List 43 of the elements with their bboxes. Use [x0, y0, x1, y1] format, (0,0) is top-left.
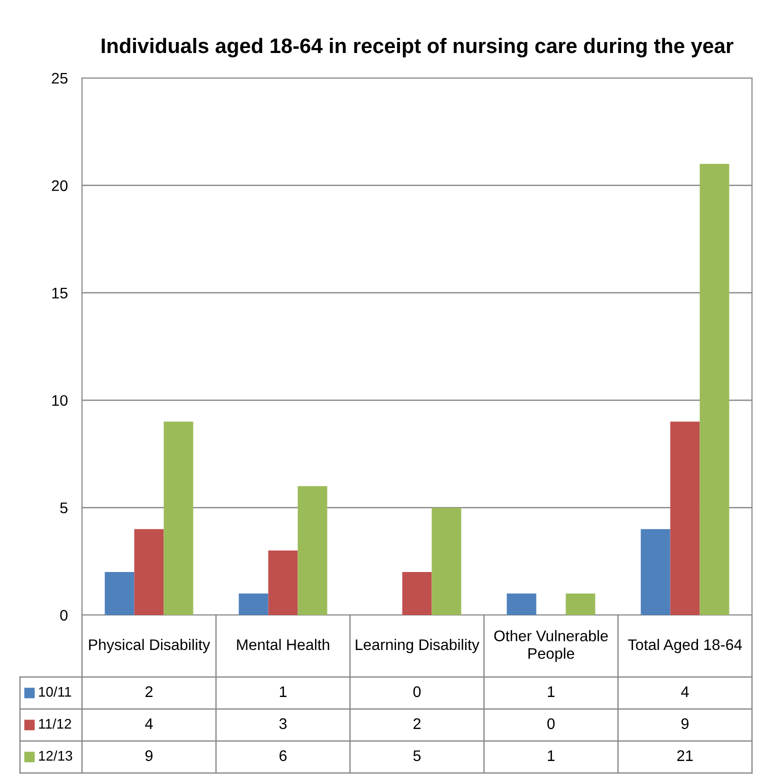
- x-tick-label: Other Vulnerable People: [494, 630, 608, 662]
- data-label: 0: [547, 718, 555, 730]
- data-label: 3: [279, 718, 287, 730]
- x-tick-label: Physical Disability: [89, 638, 210, 654]
- data-label: 21: [677, 750, 693, 761]
- y-tick-label: 15: [52, 288, 68, 298]
- y-tick-label: 20: [52, 180, 68, 192]
- y-tick-label: 0: [60, 610, 68, 621]
- data-label: 2: [146, 686, 152, 697]
- bar: [298, 486, 328, 615]
- bar: [238, 594, 268, 615]
- y-tick-label: 10: [52, 395, 68, 406]
- bar: [164, 422, 194, 615]
- bar: [104, 572, 134, 615]
- data-label: 0: [413, 686, 421, 698]
- bar: [566, 594, 596, 615]
- bar: [640, 529, 670, 615]
- legend-label: 11/12: [39, 718, 72, 729]
- data-label: 1: [548, 750, 555, 761]
- bar: [402, 572, 432, 615]
- data-label: 6: [280, 750, 287, 762]
- bar: [700, 164, 730, 615]
- legend-label: 10/11: [39, 686, 72, 697]
- bar: [432, 508, 462, 615]
- x-tick-label: Total Aged 18-64: [628, 638, 742, 654]
- x-tick-label: Mental Health: [237, 638, 330, 650]
- data-label: 9: [681, 718, 689, 730]
- y-tick-label: 5: [60, 502, 68, 514]
- data-label: 2: [414, 718, 420, 729]
- x-tick-label: Learning Disability: [356, 638, 480, 654]
- data-label: 4: [145, 718, 153, 729]
- data-label: 4: [681, 686, 689, 697]
- bar: [670, 422, 700, 615]
- bar: [134, 529, 164, 615]
- data-label: 1: [548, 686, 555, 697]
- bar: [506, 594, 536, 615]
- legend-label: 12/13: [39, 750, 72, 761]
- y-tick-label: 25: [52, 72, 68, 84]
- data-label: 9: [145, 750, 153, 762]
- bar: [268, 550, 298, 615]
- data-label: 5: [413, 750, 421, 762]
- chart-title: Individuals aged 18-64 in receipt of nursing care during the year: [102, 38, 734, 58]
- data-label: 1: [280, 686, 287, 697]
